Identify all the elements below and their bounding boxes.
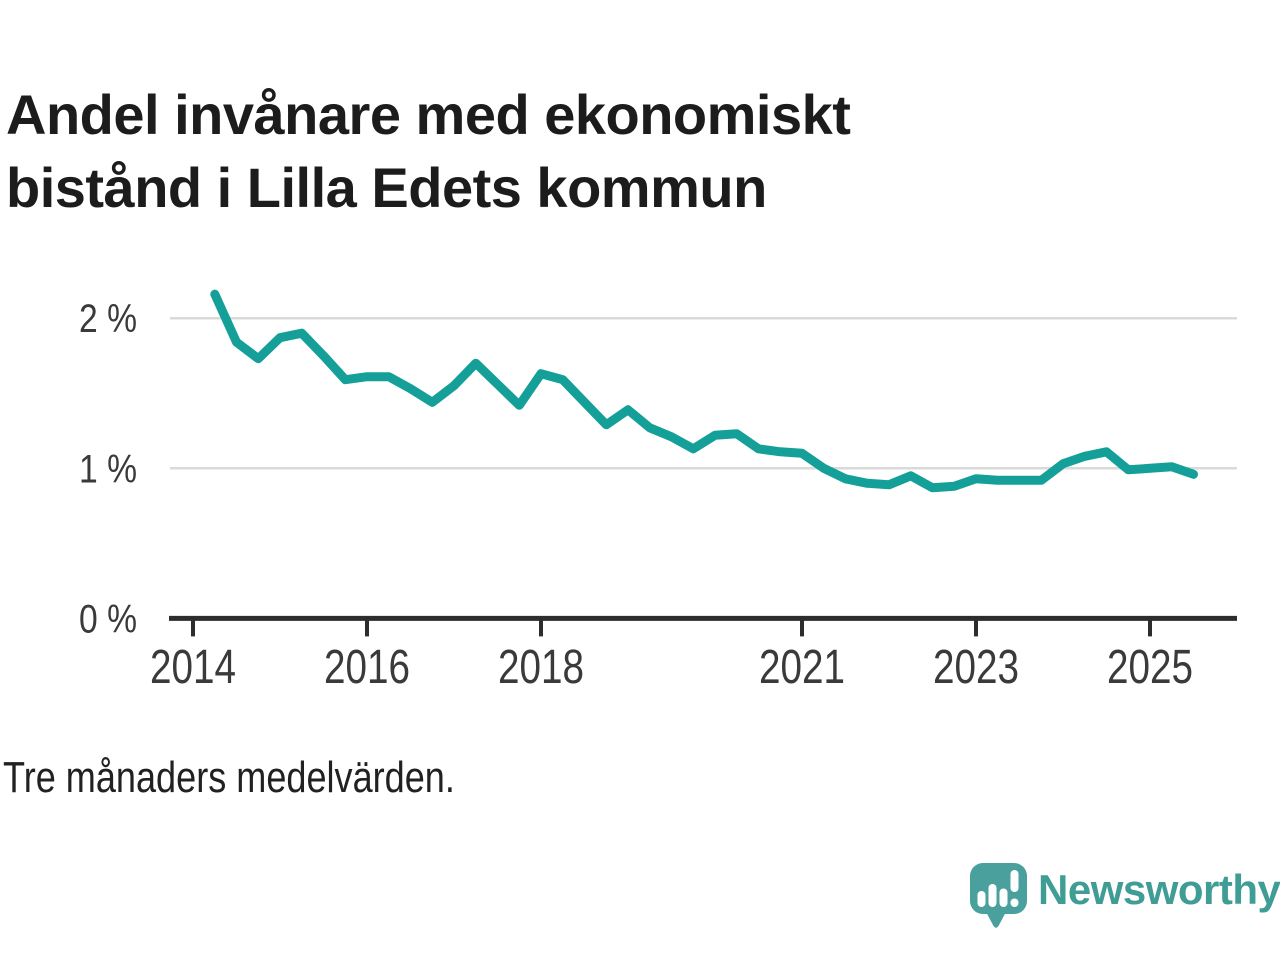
x-axis-label-2016: 2016 bbox=[324, 641, 410, 694]
x-axis-label-2021: 2021 bbox=[759, 641, 845, 694]
y-axis-label-1pct: 1 % bbox=[79, 447, 137, 491]
x-axis-label-2023: 2023 bbox=[933, 641, 1019, 694]
data-series bbox=[210, 289, 1198, 493]
x-axis bbox=[169, 615, 1237, 637]
chart-caption: Tre månaders medelvärden. bbox=[3, 753, 455, 802]
x-axis-label-2018: 2018 bbox=[498, 641, 584, 694]
x-axis-label-2025: 2025 bbox=[1107, 641, 1193, 694]
trend-line bbox=[210, 289, 1198, 493]
y-axis-label-0pct: 0 % bbox=[79, 597, 137, 641]
x-axis-labels: 2014 2016 2018 2021 2023 2025 bbox=[150, 641, 1193, 694]
x-axis-label-2014: 2014 bbox=[150, 641, 236, 694]
page-title: Andel invånare med ekonomiskt bistånd i … bbox=[6, 82, 851, 219]
y-axis-labels: 0 % 1 % 2 % bbox=[79, 297, 137, 641]
y-axis-label-2pct: 2 % bbox=[79, 297, 137, 341]
